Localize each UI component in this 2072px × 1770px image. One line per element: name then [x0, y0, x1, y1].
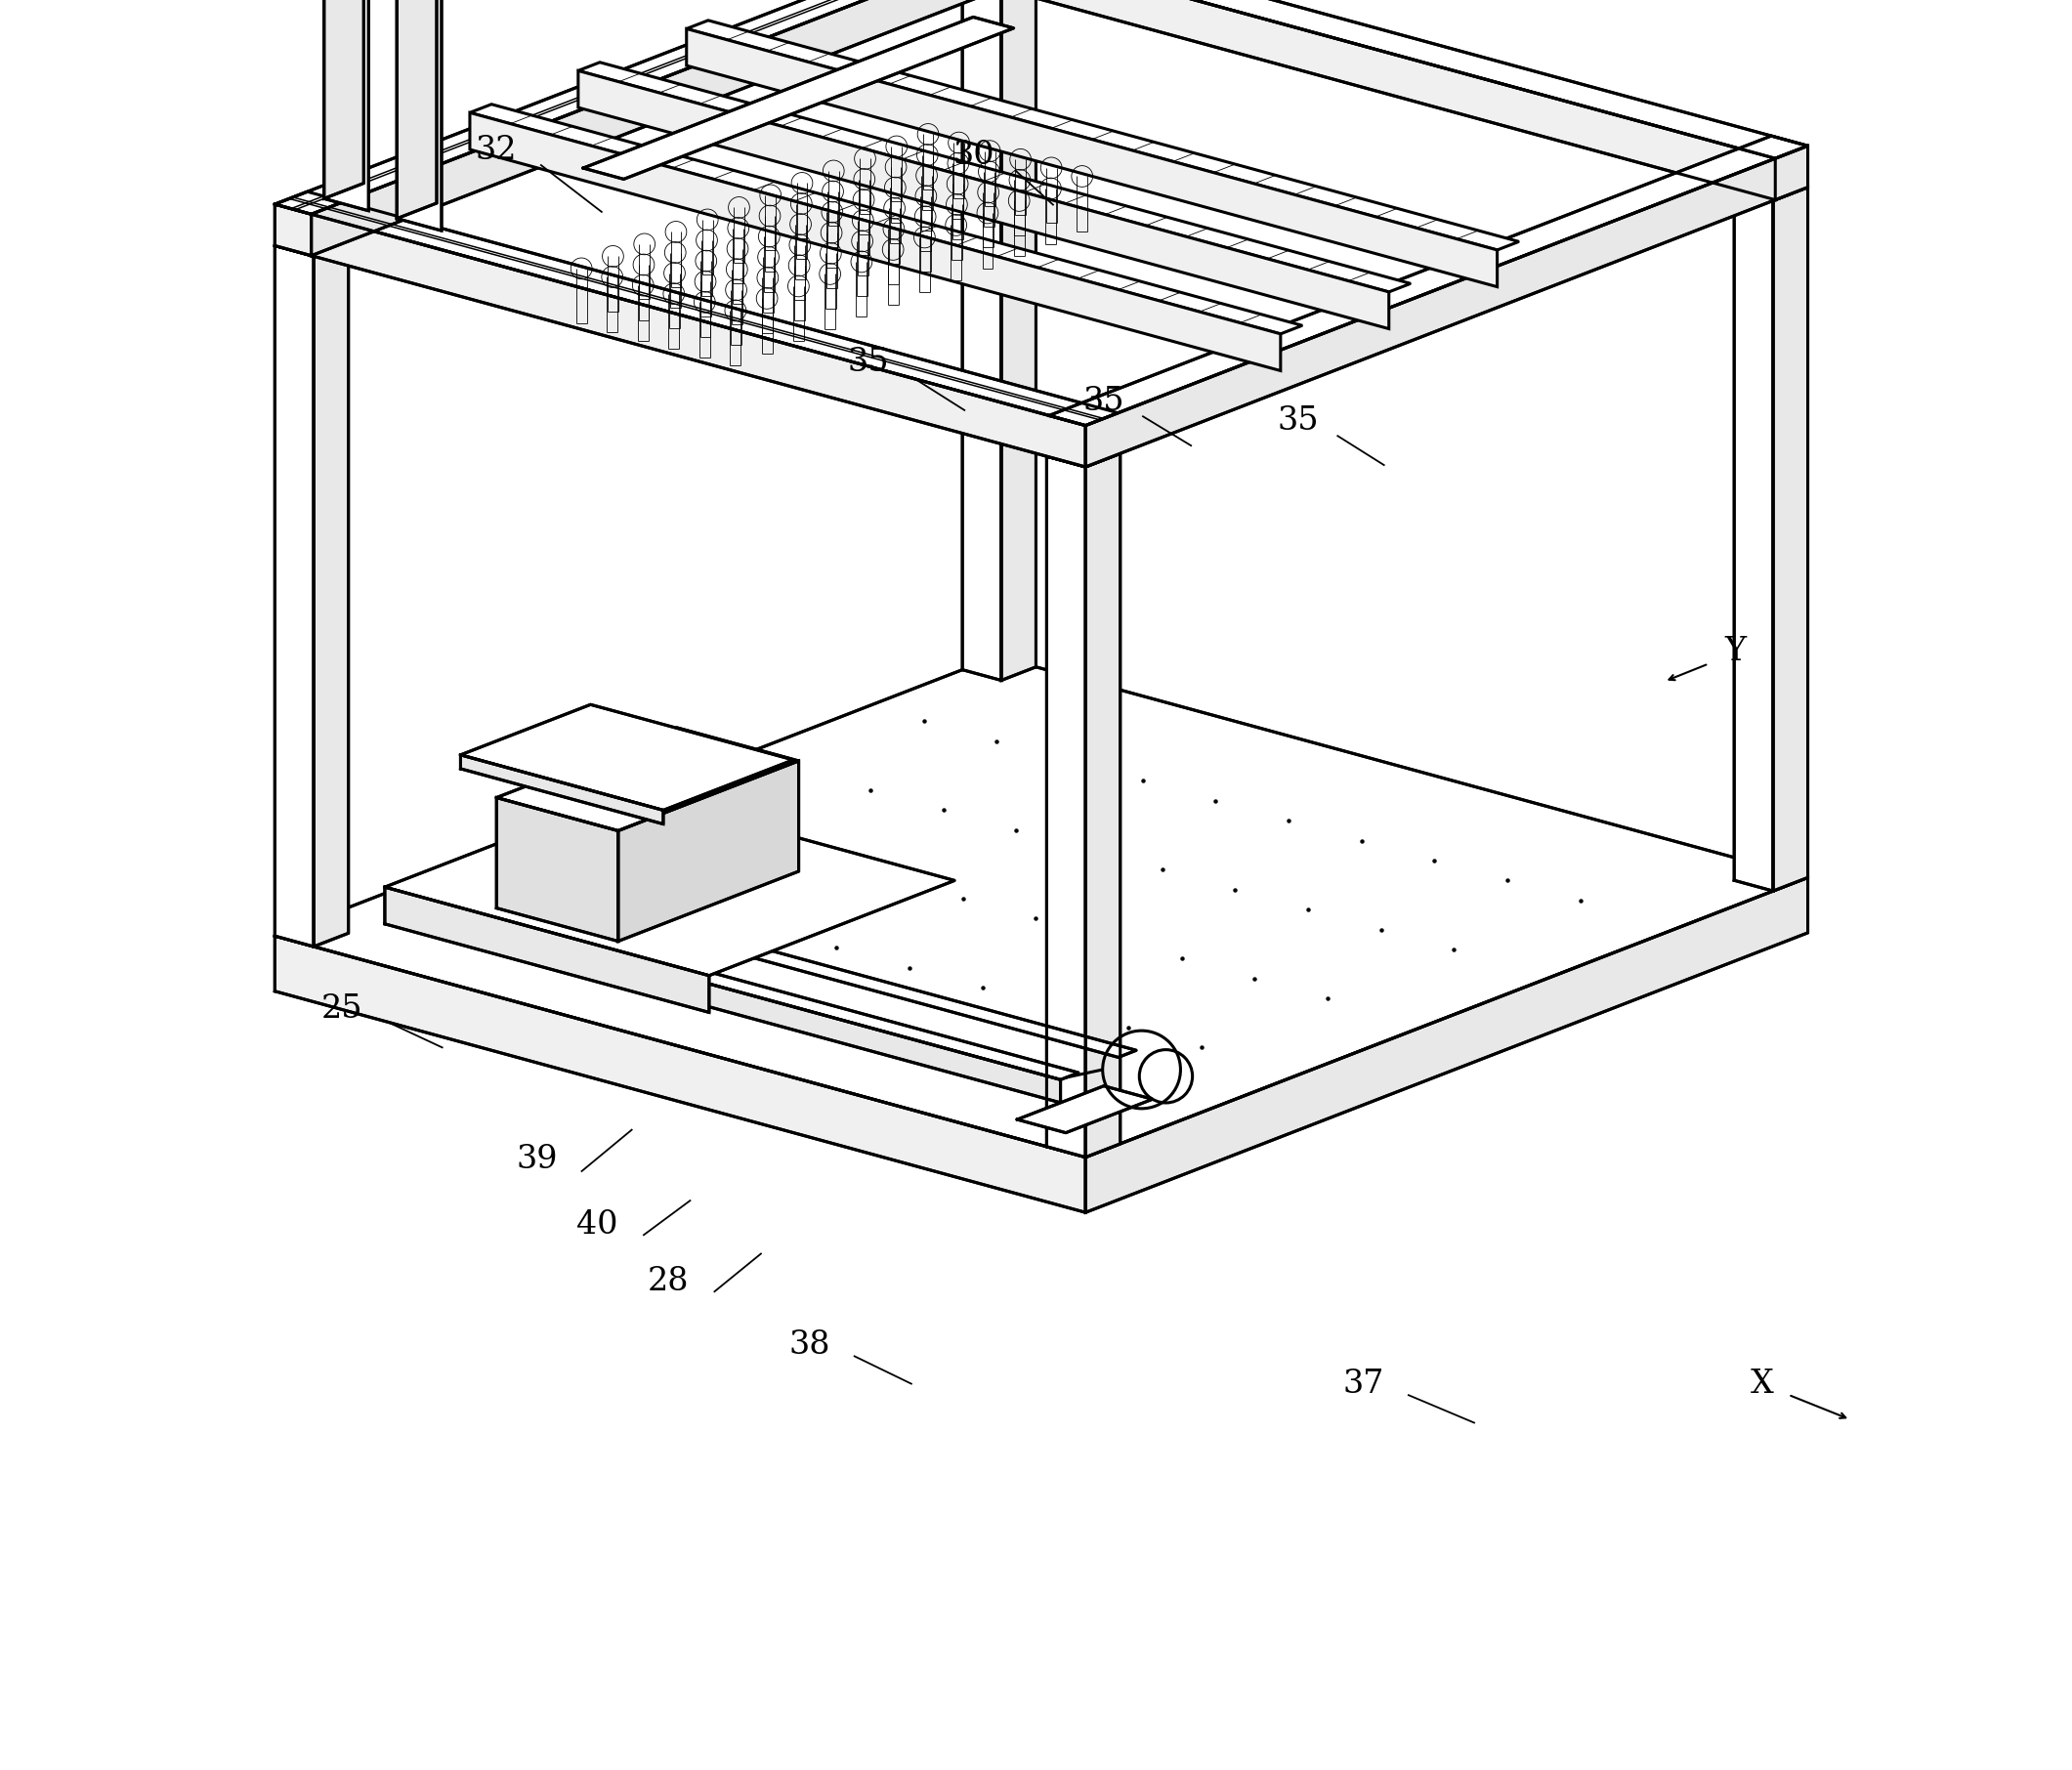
Polygon shape — [460, 754, 663, 825]
Polygon shape — [385, 791, 955, 975]
Polygon shape — [686, 21, 1519, 250]
Text: 38: 38 — [789, 1329, 831, 1361]
Polygon shape — [276, 936, 1086, 1212]
Text: 40: 40 — [576, 1209, 617, 1241]
Polygon shape — [470, 873, 1135, 1057]
Polygon shape — [497, 727, 798, 830]
Polygon shape — [276, 246, 313, 947]
Polygon shape — [1086, 145, 1807, 467]
Polygon shape — [470, 113, 1280, 370]
Polygon shape — [276, 204, 1086, 467]
Polygon shape — [323, 0, 369, 211]
Polygon shape — [617, 761, 798, 942]
Polygon shape — [578, 62, 1411, 292]
Polygon shape — [276, 191, 1119, 425]
Polygon shape — [398, 0, 441, 230]
Polygon shape — [276, 657, 1807, 1158]
Polygon shape — [582, 18, 1013, 179]
Text: 35: 35 — [1276, 405, 1318, 437]
Text: Y: Y — [1724, 635, 1747, 667]
Polygon shape — [1046, 457, 1086, 1158]
Polygon shape — [398, 0, 437, 218]
Polygon shape — [412, 896, 1080, 1080]
Polygon shape — [1734, 189, 1774, 890]
Text: 25: 25 — [321, 993, 363, 1025]
Text: 39: 39 — [516, 1143, 557, 1175]
Polygon shape — [1774, 188, 1807, 890]
Polygon shape — [497, 798, 617, 942]
Text: X: X — [1751, 1368, 1774, 1400]
Polygon shape — [686, 28, 1498, 287]
Polygon shape — [1086, 453, 1121, 1158]
Polygon shape — [1017, 1087, 1152, 1133]
Text: 37: 37 — [1343, 1368, 1384, 1400]
Text: 32: 32 — [474, 135, 516, 166]
Polygon shape — [1734, 177, 1807, 200]
Polygon shape — [313, 242, 348, 947]
Polygon shape — [966, 0, 1776, 200]
Polygon shape — [1086, 878, 1807, 1212]
Polygon shape — [276, 232, 348, 257]
Polygon shape — [460, 704, 794, 811]
Polygon shape — [311, 0, 1034, 255]
Text: 35: 35 — [1082, 386, 1125, 418]
Polygon shape — [276, 0, 1034, 214]
Polygon shape — [470, 104, 1301, 335]
Text: 28: 28 — [646, 1266, 688, 1297]
Polygon shape — [961, 0, 1001, 680]
Polygon shape — [323, 0, 365, 198]
Text: 30: 30 — [953, 140, 995, 172]
Polygon shape — [1048, 136, 1807, 425]
Polygon shape — [1046, 442, 1121, 467]
Polygon shape — [412, 903, 1061, 1103]
Text: 35: 35 — [847, 347, 889, 379]
Polygon shape — [1001, 0, 1036, 680]
Polygon shape — [578, 71, 1388, 329]
Polygon shape — [966, 0, 1807, 159]
Polygon shape — [385, 887, 709, 1012]
